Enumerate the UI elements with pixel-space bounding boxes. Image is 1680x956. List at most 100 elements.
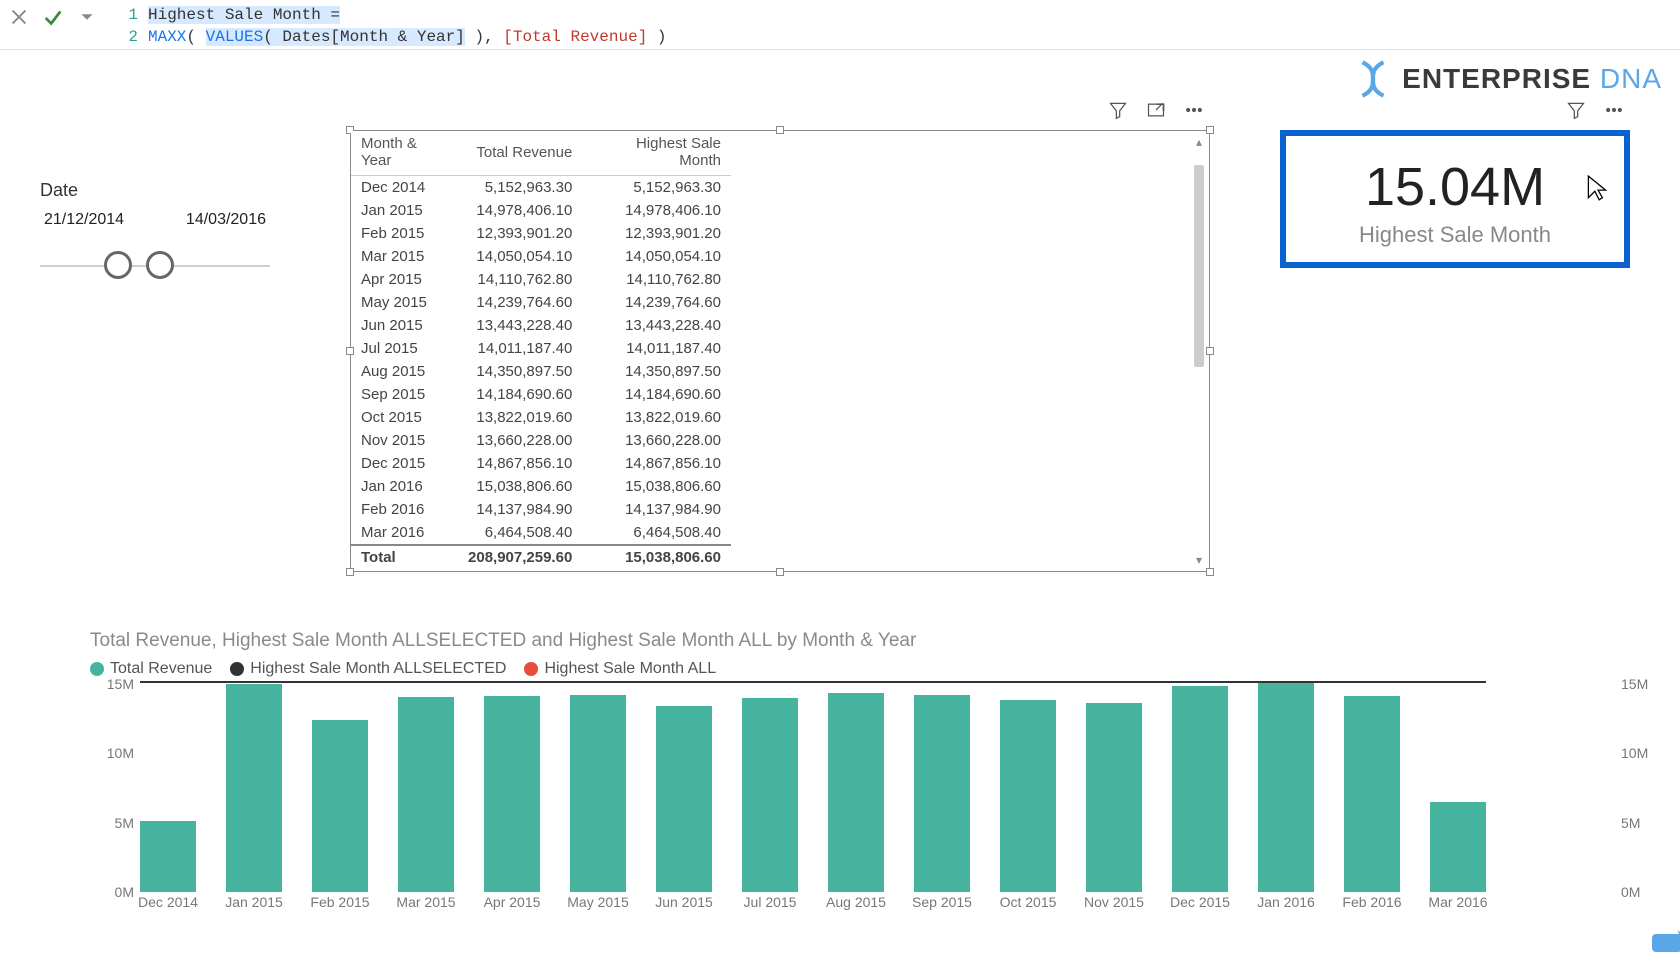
card-visual[interactable]: 15.04M Highest Sale Month: [1280, 130, 1630, 268]
paren: (: [186, 28, 205, 46]
x-axis: Dec 2014Jan 2015Feb 2015Mar 2015Apr 2015…: [140, 894, 1486, 916]
legend-dot: [524, 662, 538, 676]
table-row[interactable]: Jan 201514,978,406.1014,978,406.10: [351, 199, 731, 222]
table-row[interactable]: Dec 201514,867,856.1014,867,856.10: [351, 452, 731, 475]
x-tick-label: Jan 2016: [1257, 894, 1315, 910]
table-row[interactable]: Dec 20145,152,963.305,152,963.30: [351, 176, 731, 200]
table-row[interactable]: May 201514,239,764.6014,239,764.60: [351, 291, 731, 314]
x-tick-label: Jun 2015: [655, 894, 713, 910]
x-tick-label: Mar 2015: [396, 894, 455, 910]
table-total-row: Total208,907,259.6015,038,806.60: [351, 545, 731, 569]
data-table: Month & YearTotal RevenueHighest Sale Mo…: [351, 131, 731, 569]
chart-bar[interactable]: [1172, 686, 1228, 892]
slicer-start-date[interactable]: 21/12/2014: [44, 211, 124, 229]
column-header[interactable]: Month & Year: [351, 131, 458, 176]
chart-bar[interactable]: [656, 706, 712, 892]
slicer-end-date[interactable]: 14/03/2016: [186, 211, 266, 229]
chart-bar[interactable]: [226, 684, 282, 892]
slicer-title: Date: [40, 180, 270, 201]
card-value: 15.04M: [1296, 156, 1614, 218]
table-row[interactable]: Feb 201512,393,901.2012,393,901.20: [351, 222, 731, 245]
logo-text1: ENTERPRISE: [1402, 63, 1591, 94]
chart-bar[interactable]: [1086, 703, 1142, 892]
paren: (: [263, 28, 282, 46]
x-tick-label: Oct 2015: [1000, 894, 1057, 910]
table-row[interactable]: Mar 20166,464,508.406,464,508.40: [351, 521, 731, 545]
chart-legend: Total RevenueHighest Sale Month ALLSELEC…: [90, 660, 1660, 678]
y-tick-label: 5M: [90, 815, 140, 831]
slicer-handle-end[interactable]: [146, 251, 174, 279]
slicer-handle-start[interactable]: [104, 251, 132, 279]
y-tick-label: 15M: [1615, 676, 1665, 692]
legend-item[interactable]: Highest Sale Month ALL: [524, 660, 716, 678]
y-tick-label: 15M: [90, 676, 140, 692]
more-options-icon[interactable]: [1604, 100, 1624, 120]
table-row[interactable]: Jan 201615,038,806.6015,038,806.60: [351, 475, 731, 498]
cancel-icon[interactable]: [8, 6, 30, 28]
formula-editor[interactable]: 1Highest Sale Month = 2MAXX( VALUES( Dat…: [106, 2, 671, 50]
bar-chart-visual[interactable]: Total Revenue, Highest Sale Month ALLSEL…: [90, 630, 1660, 950]
x-tick-label: Sep 2015: [912, 894, 972, 910]
y-tick-label: 0M: [1615, 884, 1665, 900]
x-tick-label: Aug 2015: [826, 894, 886, 910]
focus-mode-icon[interactable]: [1146, 100, 1166, 120]
scrollbar-vertical[interactable]: ▴ ▾: [1191, 135, 1207, 567]
dna-icon: [1352, 58, 1394, 100]
card-box: 15.04M Highest Sale Month: [1280, 130, 1630, 268]
table-row[interactable]: Mar 201514,050,054.1014,050,054.10: [351, 245, 731, 268]
chart-bar[interactable]: [398, 697, 454, 892]
commit-icon[interactable]: [42, 6, 64, 28]
visual-header-actions: [1108, 100, 1204, 120]
legend-item[interactable]: Highest Sale Month ALLSELECTED: [230, 660, 506, 678]
table-row[interactable]: Jun 201513,443,228.4013,443,228.40: [351, 314, 731, 337]
table-row[interactable]: Nov 201513,660,228.0013,660,228.00: [351, 429, 731, 452]
line-number: 2: [110, 26, 138, 48]
scroll-down-icon[interactable]: ▾: [1191, 553, 1207, 567]
col-ref: Dates[Month & Year]: [282, 28, 464, 46]
y-axis-right: 0M5M10M15M: [1615, 684, 1665, 892]
chart-bar[interactable]: [828, 693, 884, 892]
slicer-track[interactable]: [40, 251, 270, 281]
chart-bar[interactable]: [1430, 802, 1486, 892]
formula-dropdown-icon[interactable]: [76, 6, 98, 28]
y-tick-label: 10M: [90, 745, 140, 761]
chart-bar[interactable]: [484, 696, 540, 892]
y-tick-label: 5M: [1615, 815, 1665, 831]
column-header[interactable]: Total Revenue: [458, 131, 582, 176]
chart-bar[interactable]: [1000, 700, 1056, 892]
table-row[interactable]: Sep 201514,184,690.6014,184,690.60: [351, 383, 731, 406]
reference-line: [140, 681, 1486, 683]
mid: ),: [465, 28, 503, 46]
filter-icon[interactable]: [1566, 100, 1586, 120]
chart-bar[interactable]: [1258, 683, 1314, 892]
scroll-up-icon[interactable]: ▴: [1191, 135, 1207, 149]
chart-bar[interactable]: [312, 720, 368, 892]
date-slicer[interactable]: Date 21/12/2014 14/03/2016: [40, 180, 270, 281]
table-row[interactable]: Feb 201614,137,984.9014,137,984.90: [351, 498, 731, 521]
chart-bar[interactable]: [140, 821, 196, 892]
chart-bar[interactable]: [742, 698, 798, 892]
chart-area: 0M5M10M15M 0M5M10M15M Dec 2014Jan 2015Fe…: [140, 684, 1610, 914]
chart-bar[interactable]: [914, 695, 970, 892]
chart-plot: [140, 684, 1486, 892]
table-container: Month & YearTotal RevenueHighest Sale Mo…: [350, 130, 1210, 572]
scroll-thumb[interactable]: [1194, 165, 1204, 367]
line-number: 1: [110, 4, 138, 26]
filter-icon[interactable]: [1108, 100, 1128, 120]
y-tick-label: 0M: [90, 884, 140, 900]
table-row[interactable]: Oct 201513,822,019.6013,822,019.60: [351, 406, 731, 429]
legend-dot: [90, 662, 104, 676]
chart-bar[interactable]: [570, 695, 626, 892]
chart-title: Total Revenue, Highest Sale Month ALLSEL…: [90, 630, 1660, 652]
legend-label: Highest Sale Month ALLSELECTED: [250, 660, 506, 678]
table-row[interactable]: Aug 201514,350,897.5014,350,897.50: [351, 360, 731, 383]
chart-bar[interactable]: [1344, 696, 1400, 892]
kw-maxx: MAXX: [148, 28, 186, 46]
more-options-icon[interactable]: [1184, 100, 1204, 120]
column-header[interactable]: Highest Sale Month: [582, 131, 731, 176]
y-axis-left: 0M5M10M15M: [90, 684, 140, 892]
table-row[interactable]: Jul 201514,011,187.4014,011,187.40: [351, 337, 731, 360]
table-visual[interactable]: Month & YearTotal RevenueHighest Sale Mo…: [350, 130, 1210, 572]
brand-logo: ENTERPRISE DNA: [1352, 58, 1662, 100]
table-row[interactable]: Apr 201514,110,762.8014,110,762.80: [351, 268, 731, 291]
